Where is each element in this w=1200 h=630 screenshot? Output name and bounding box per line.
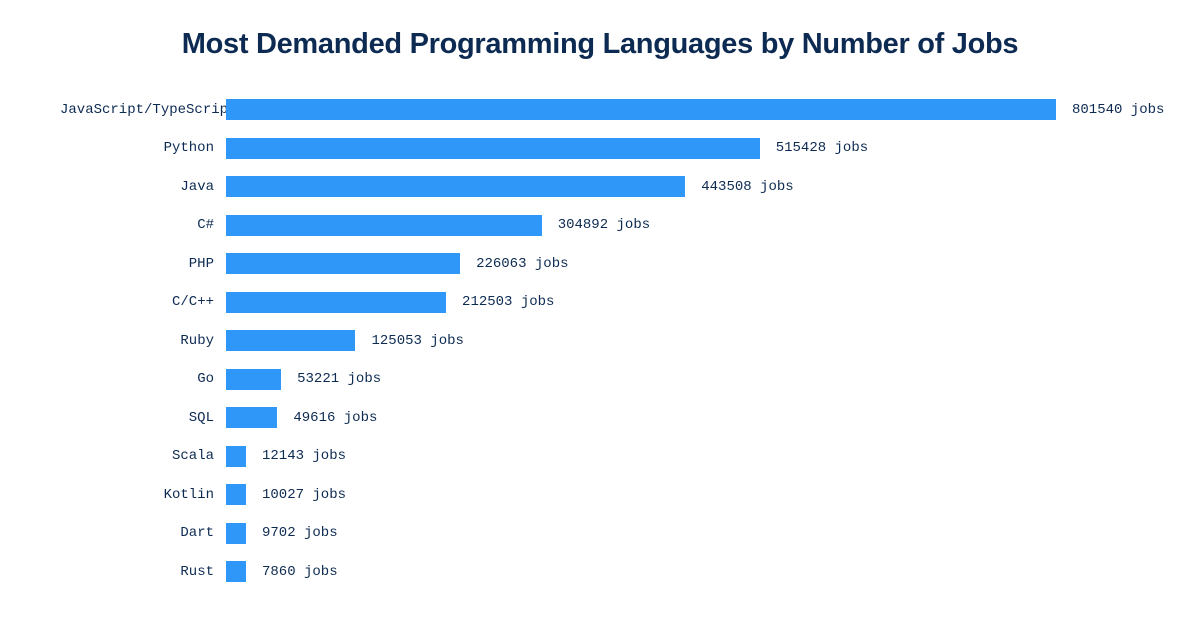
bar [226,253,460,274]
chart-container: Most Demanded Programming Languages by N… [0,0,1200,630]
bar [226,561,246,582]
value-label: 53221 jobs [281,371,381,387]
bar-wrap: 53221 jobs [226,369,1140,390]
bar-row: C/C++ 212503 jobs [60,292,1140,313]
category-label: C# [60,217,226,233]
bar [226,215,542,236]
value-label: 7860 jobs [246,564,338,580]
bar-row: Kotlin 10027 jobs [60,484,1140,505]
bar-chart: JavaScript/TypeScript801540 jobs Python 51… [60,99,1140,582]
bar-wrap: 7860 jobs [226,561,1140,582]
bar-wrap: 304892 jobs [226,215,1140,236]
bar [226,99,1056,120]
bar-wrap: 125053 jobs [226,330,1140,351]
bar [226,523,246,544]
bar-row: JavaScript/TypeScript801540 jobs [60,99,1140,120]
value-label: 515428 jobs [760,140,868,156]
value-label: 12143 jobs [246,448,346,464]
category-label: JavaScript/TypeScript [60,102,226,118]
bar [226,138,760,159]
bar-wrap: 9702 jobs [226,523,1140,544]
bar [226,330,355,351]
value-label: 801540 jobs [1056,102,1164,118]
category-label: C/C++ [60,294,226,310]
bar-row: Dart 9702 jobs [60,523,1140,544]
bar-row: Rust 7860 jobs [60,561,1140,582]
bar-wrap: 49616 jobs [226,407,1140,428]
bar-row: PHP 226063 jobs [60,253,1140,274]
category-label: Rust [60,564,226,580]
category-label: SQL [60,410,226,426]
value-label: 212503 jobs [446,294,554,310]
bar-row: SQL 49616 jobs [60,407,1140,428]
bar-wrap: 515428 jobs [226,138,1140,159]
category-label: Go [60,371,226,387]
chart-title: Most Demanded Programming Languages by N… [60,28,1140,61]
category-label: Scala [60,448,226,464]
bar-row: Ruby 125053 jobs [60,330,1140,351]
value-label: 443508 jobs [685,179,793,195]
bar-row: Java 443508 jobs [60,176,1140,197]
value-label: 49616 jobs [277,410,377,426]
value-label: 125053 jobs [355,333,463,349]
bar [226,446,246,467]
value-label: 304892 jobs [542,217,650,233]
bar-wrap: 443508 jobs [226,176,1140,197]
bar [226,407,277,428]
bar-row: Go 53221 jobs [60,369,1140,390]
category-label: PHP [60,256,226,272]
bar [226,292,446,313]
value-label: 9702 jobs [246,525,338,541]
bar-wrap: 10027 jobs [226,484,1140,505]
bar-wrap: 226063 jobs [226,253,1140,274]
category-label: Python [60,140,226,156]
bar-wrap: 212503 jobs [226,292,1140,313]
bar-row: Scala 12143 jobs [60,446,1140,467]
bar-row: C# 304892 jobs [60,215,1140,236]
bar-wrap: 801540 jobs [226,99,1164,120]
value-label: 226063 jobs [460,256,568,272]
category-label: Ruby [60,333,226,349]
category-label: Dart [60,525,226,541]
category-label: Kotlin [60,487,226,503]
bar [226,176,685,197]
bar-wrap: 12143 jobs [226,446,1140,467]
bar-row: Python 515428 jobs [60,138,1140,159]
category-label: Java [60,179,226,195]
value-label: 10027 jobs [246,487,346,503]
bar [226,484,246,505]
bar [226,369,281,390]
